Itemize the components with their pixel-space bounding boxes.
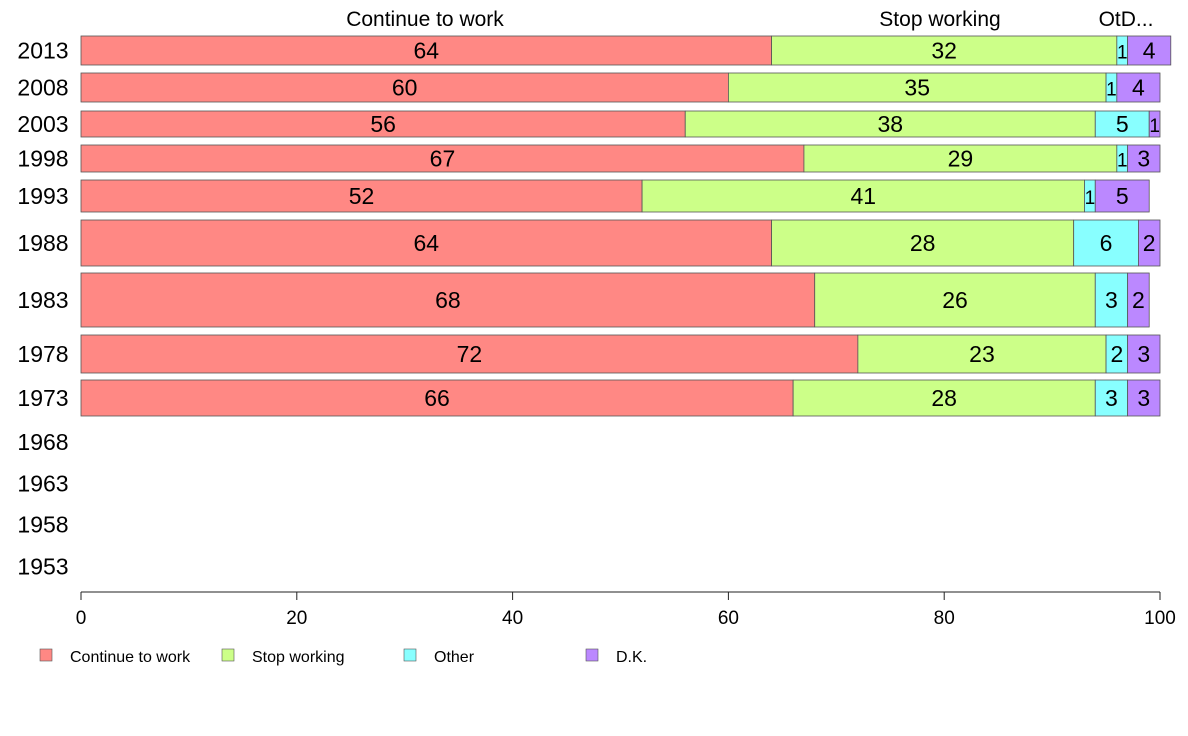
x-tick-label: 40: [502, 608, 523, 629]
x-axis: 0 20 40 60 80 100: [76, 591, 1176, 629]
y-tick-label: 1983: [17, 287, 68, 313]
x-tick-label: 100: [1144, 608, 1176, 629]
data-label: 5: [1116, 111, 1129, 137]
data-label: 4: [1132, 75, 1145, 101]
data-label: 28: [931, 385, 957, 411]
bar-segment: [80, 110, 686, 138]
data-label: 1: [1149, 116, 1160, 137]
data-label: 67: [430, 146, 456, 172]
data-label: 2: [1110, 341, 1123, 367]
y-tick-label: 1978: [17, 341, 68, 367]
bar-segment: [1138, 219, 1161, 267]
legend-label: Stop working: [252, 649, 345, 666]
data-label: 66: [424, 385, 450, 411]
bar-segment: [1094, 179, 1150, 213]
y-tick-label: 2008: [17, 75, 68, 101]
bar-segment: [1127, 144, 1161, 173]
legend-label: D.K.: [616, 649, 647, 666]
x-tick-label: 80: [934, 608, 955, 629]
y-tick-label: 1953: [17, 554, 68, 580]
y-tick-label: 1968: [17, 429, 68, 455]
data-label: 5: [1116, 183, 1129, 209]
column-headers: Continue to work Stop working OtD...: [346, 8, 1153, 31]
data-label: 6: [1100, 230, 1113, 256]
x-tick-label: 0: [76, 608, 87, 629]
data-label: 3: [1105, 287, 1118, 313]
y-tick-label: 2013: [17, 38, 68, 64]
data-label: 32: [931, 38, 957, 64]
x-tick-label: 60: [718, 608, 739, 629]
data-label: 1: [1117, 151, 1128, 172]
bar-segment: [1127, 272, 1150, 328]
y-tick-label: 1973: [17, 385, 68, 411]
data-label: 35: [904, 75, 930, 101]
bar-segment: [684, 110, 1096, 138]
bar-segment: [814, 272, 1096, 328]
bar-segment: [80, 35, 772, 66]
y-tick-label: 1993: [17, 183, 68, 209]
bar-segment: [1094, 110, 1150, 138]
data-label: 3: [1137, 341, 1150, 367]
data-label: 72: [457, 341, 483, 367]
bar-segment: [80, 379, 794, 417]
data-label: 68: [435, 287, 461, 313]
data-label: 60: [392, 75, 418, 101]
column-header: OtD...: [1099, 8, 1154, 31]
bar-segment: [728, 72, 1107, 103]
bar-segment: [1127, 334, 1161, 374]
legend-label: Other: [434, 649, 475, 666]
y-tick-label: 1963: [17, 471, 68, 497]
data-label: 38: [877, 111, 903, 137]
data-label: 1: [1106, 80, 1117, 101]
data-label: 2: [1132, 287, 1145, 313]
data-label: 29: [948, 146, 974, 172]
bar-segment: [771, 35, 1118, 66]
bar-segment: [1073, 219, 1139, 267]
bar-segment: [1116, 72, 1161, 103]
data-label: 1: [1117, 43, 1128, 64]
data-label: 41: [850, 183, 876, 209]
data-label: 26: [942, 287, 968, 313]
bar-segment: [771, 219, 1075, 267]
data-label: 56: [370, 111, 396, 137]
data-label: 64: [413, 230, 439, 256]
y-axis-labels: 2013 2008 2003 1998 1993 1988 1983 1978 1973 1968…: [17, 38, 68, 580]
data-label: 23: [969, 341, 995, 367]
y-tick-label: 1998: [17, 146, 68, 172]
legend-label: Continue to work: [70, 649, 191, 666]
y-tick-label: 2003: [17, 111, 68, 137]
data-label: 4: [1143, 38, 1156, 64]
bar-segment: [1148, 110, 1161, 138]
x-tick-label: 20: [286, 608, 307, 629]
bar-segment: [803, 144, 1118, 173]
data-label: 2: [1143, 230, 1156, 256]
data-label: 64: [413, 38, 439, 64]
column-header: Continue to work: [346, 8, 504, 31]
bar-segment: [857, 334, 1107, 374]
bar-segment: [80, 334, 859, 374]
y-tick-label: 1958: [17, 512, 68, 538]
bar-segment: [80, 179, 643, 213]
column-header: Stop working: [879, 8, 1000, 31]
data-label: 3: [1105, 385, 1118, 411]
bar-segment: [1127, 35, 1172, 66]
data-label: 28: [910, 230, 936, 256]
legend-swatch: [585, 648, 599, 662]
bar-segment: [1127, 379, 1161, 417]
legend-swatch: [221, 648, 235, 662]
bars: 64 32 1 460 35 1 456 38 5 167 29 1 352 41 1 564 28 6 268 26…: [80, 35, 1172, 417]
bar-segment: [641, 179, 1085, 213]
legend-swatch: [39, 648, 53, 662]
data-label: 3: [1137, 385, 1150, 411]
data-label: 52: [349, 183, 375, 209]
bar-segment: [1094, 272, 1129, 328]
bar-segment: [1094, 379, 1129, 417]
bar-segment: [80, 272, 816, 328]
legend-swatch: [403, 648, 417, 662]
data-label: 1: [1085, 188, 1096, 209]
y-tick-label: 1988: [17, 230, 68, 256]
legend: Continue to work Stop working Other D.K.: [39, 648, 647, 666]
data-label: 3: [1137, 146, 1150, 172]
